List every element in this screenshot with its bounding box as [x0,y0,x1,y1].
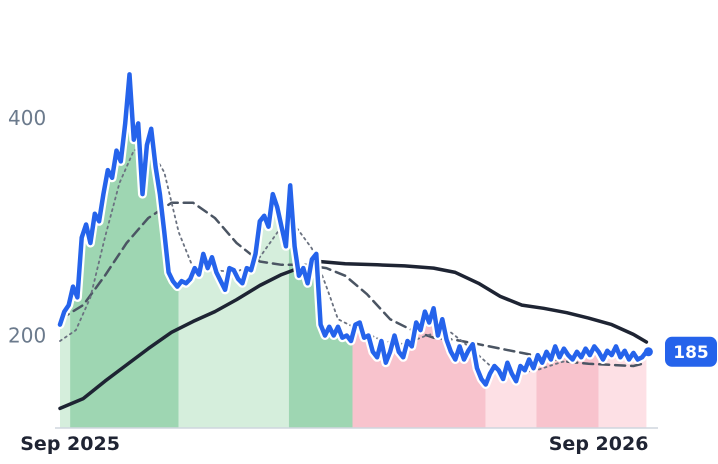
x-axis-ticks: Sep 2025 Sep 2026 [20,433,648,455]
y-tick-label: 400 [8,106,46,130]
last-value-badge: 185 [665,336,717,367]
last-value-badge-text: 185 [673,343,709,363]
last-value-dot [643,347,653,357]
last-value-badge-background [665,336,717,367]
trend-band-up-strong [288,74,353,428]
price-line [57,72,649,387]
x-tick-label: Sep 2026 [549,433,649,455]
price-line-layer [55,69,651,389]
y-tick-label: 200 [8,324,46,348]
trend-band-up-light [60,74,71,428]
y-axis-ticks: 200 400 [8,106,46,348]
x-tick-label: Sep 2025 [20,433,120,455]
moving-average-ma_long [58,259,649,411]
trend-band-down-light [598,74,647,428]
trend-band-down-strong [352,74,486,428]
trend-bands [60,74,647,428]
